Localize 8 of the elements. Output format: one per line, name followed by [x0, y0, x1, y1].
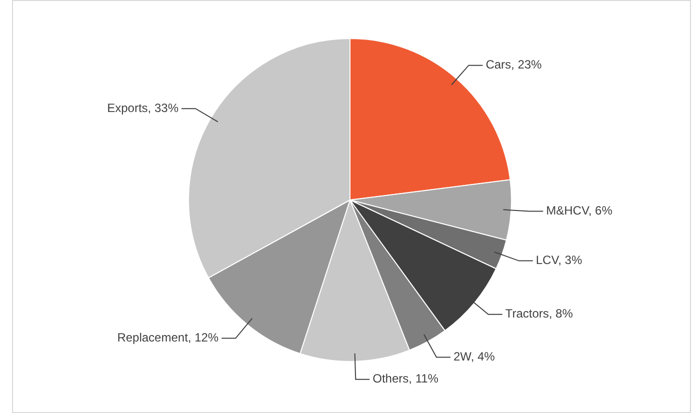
slice-label: 2W, 4% — [453, 350, 496, 364]
slice-label: Exports, 33% — [107, 100, 179, 115]
slice-label: Replacement, 12% — [117, 330, 219, 345]
slice-label: LCV, 3% — [536, 253, 582, 268]
slice-label: M&HCV, 6% — [546, 204, 613, 218]
slice-label: Tractors, 8% — [505, 306, 574, 321]
slice-label: Others, 11% — [372, 372, 439, 386]
slice-label: Cars, 23% — [486, 58, 542, 72]
